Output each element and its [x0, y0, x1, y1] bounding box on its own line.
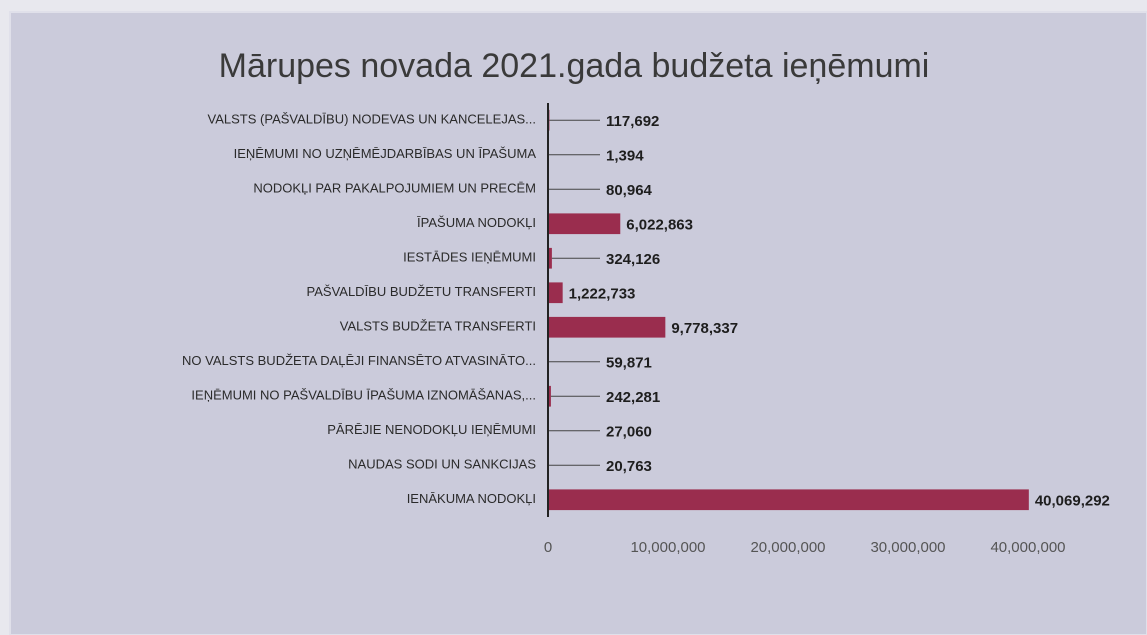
data-label: 242,281 — [606, 389, 660, 406]
x-tick-label: 40,000,000 — [990, 539, 1065, 556]
bar — [548, 316, 666, 338]
bar — [548, 385, 551, 407]
y-tick-label: IESTĀDES IEŅĒMUMI — [403, 250, 536, 265]
data-label: 6,022,863 — [626, 217, 693, 234]
data-label: 27,060 — [606, 424, 652, 441]
x-tick-label: 30,000,000 — [870, 539, 945, 556]
data-label: 59,871 — [606, 355, 652, 372]
y-tick-label: PĀRĒJIE NENODOKĻU IEŅĒMUMI — [327, 422, 536, 437]
data-label: 1,394 — [606, 148, 644, 165]
data-label: 40,069,292 — [1035, 493, 1110, 510]
bar — [548, 489, 1029, 511]
y-tick-label: IEŅĒMUMI NO PAŠVALDĪBU ĪPAŠUMA IZNOMĀŠAN… — [191, 388, 536, 403]
y-tick-label: ĪPAŠUMA NODOKĻI — [417, 215, 536, 230]
data-label: 80,964 — [606, 182, 653, 199]
data-label: 20,763 — [606, 458, 652, 475]
data-label: 1,222,733 — [569, 286, 636, 303]
bar — [548, 213, 621, 235]
bar — [548, 247, 552, 269]
data-label: 324,126 — [606, 251, 660, 268]
y-tick-label: NODOKĻI PAR PAKALPOJUMIEM UN PRECĒM — [253, 181, 536, 196]
y-tick-label: VALSTS (PAŠVALDĪBU) NODEVAS UN KANCELEJA… — [208, 112, 536, 127]
data-label: 117,692 — [606, 113, 659, 130]
y-tick-label: NAUDAS SODI UN SANKCIJAS — [348, 457, 536, 472]
x-tick-label: 10,000,000 — [630, 539, 705, 556]
data-label: 9,778,337 — [671, 320, 738, 337]
bar — [548, 282, 563, 304]
y-tick-label: IENĀKUMA NODOKĻI — [407, 491, 536, 506]
x-tick-label: 20,000,000 — [750, 539, 825, 556]
x-tick-label: 0 — [544, 539, 552, 556]
y-tick-label: NO VALSTS BUDŽETA DAĻĒJI FINANSĒTO ATVAS… — [182, 353, 536, 368]
y-tick-label: VALSTS BUDŽETA TRANSFERTI — [340, 319, 536, 334]
chart-title: Mārupes novada 2021.gada budžeta ieņēmum… — [219, 47, 930, 85]
y-tick-label: IEŅĒMUMI NO UZŅĒMĒJDARBĪBAS UN ĪPAŠUMA — [234, 146, 537, 161]
y-tick-label: PAŠVALDĪBU BUDŽETU TRANSFERTI — [307, 284, 536, 299]
